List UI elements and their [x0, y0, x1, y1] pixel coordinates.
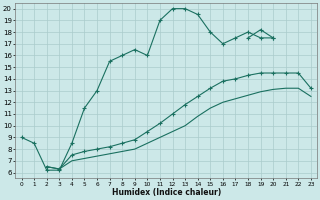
X-axis label: Humidex (Indice chaleur): Humidex (Indice chaleur): [112, 188, 221, 197]
